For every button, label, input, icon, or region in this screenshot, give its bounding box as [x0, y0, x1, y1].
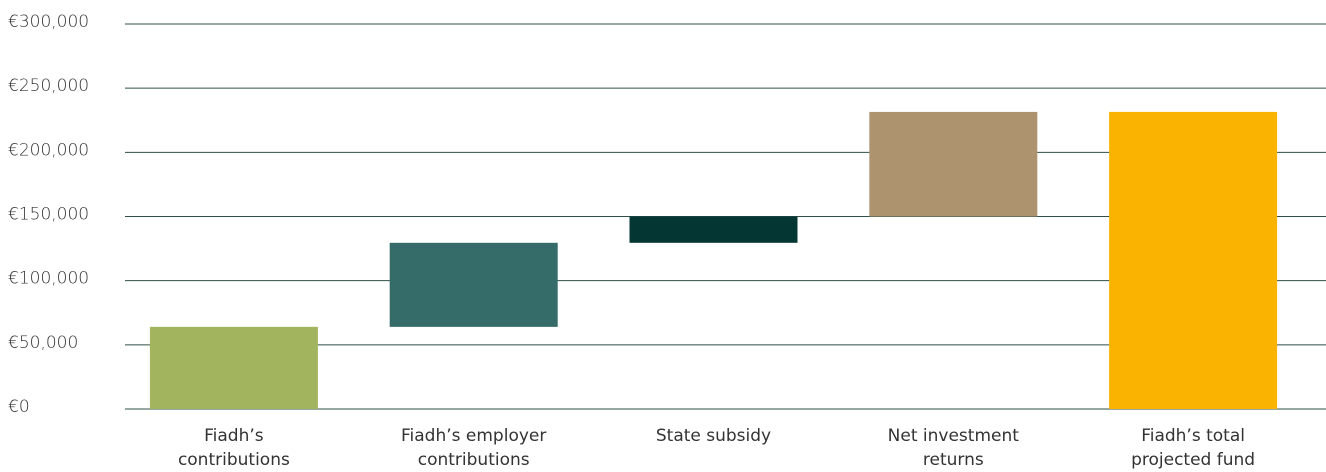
y-tick-label: €300,000: [8, 12, 89, 32]
x-tick-label: State subsidy: [655, 426, 772, 446]
bar: [149, 326, 318, 409]
y-tick-label: €150,000: [8, 205, 89, 225]
bar: [869, 111, 1038, 217]
y-tick-label: €250,000: [8, 76, 89, 96]
x-tick-label: Fiadh’s contributions: [177, 426, 290, 470]
bar: [389, 242, 558, 327]
y-tick-label: €50,000: [8, 333, 78, 353]
y-tick-label: €100,000: [8, 269, 89, 289]
x-tick-label: Fiadh’s total projected fund: [1131, 426, 1256, 470]
bar: [1109, 111, 1278, 410]
y-tick-label: €0: [8, 397, 30, 417]
x-tick-label: Net investment returns: [887, 426, 1019, 470]
bar: [629, 216, 798, 243]
x-tick-label: Fiadh’s employer contributions: [401, 426, 547, 470]
y-tick-label: €200,000: [8, 140, 89, 160]
